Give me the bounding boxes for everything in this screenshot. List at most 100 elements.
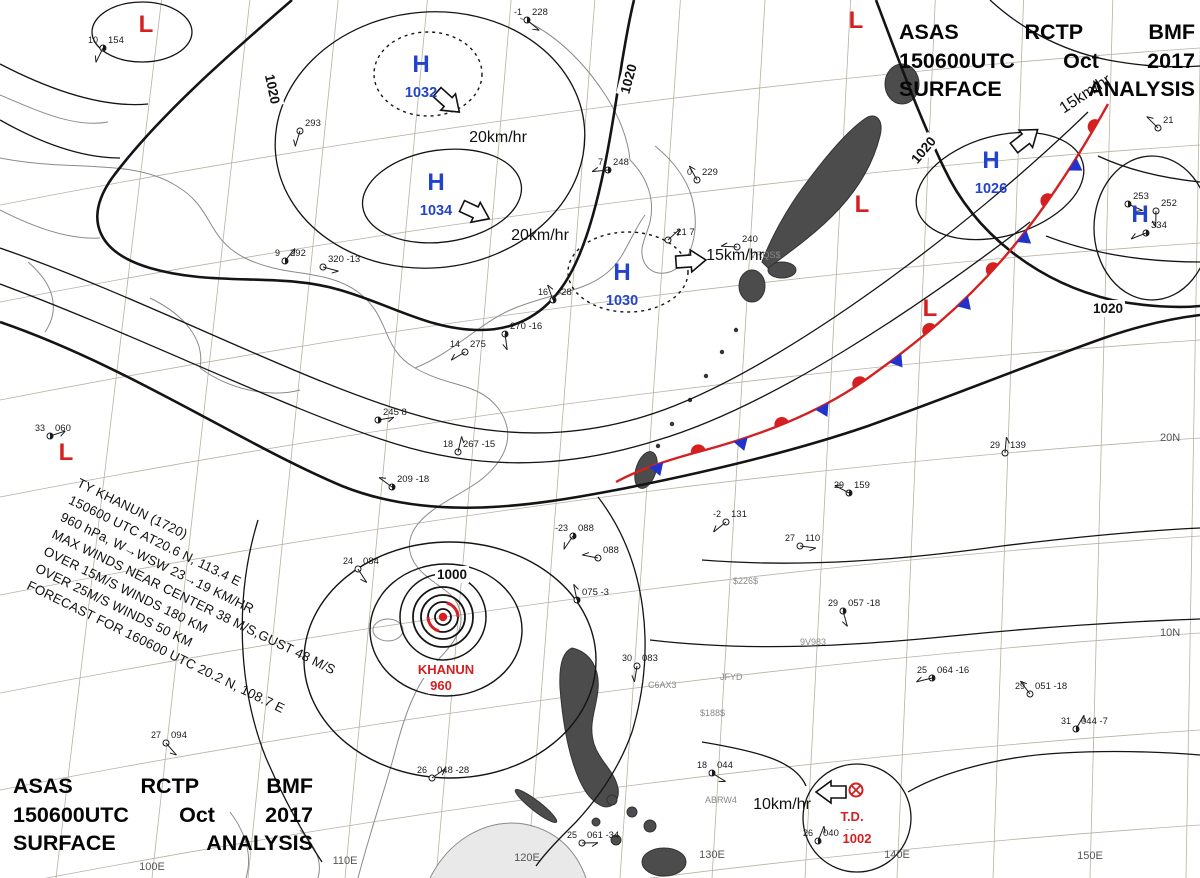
ship-id: 9V983 <box>800 637 826 647</box>
title-line-datetime: 150600UTC Oct 2017 <box>899 48 1195 73</box>
pressure-center-value: 1030 <box>606 293 638 309</box>
low-center: L <box>849 7 864 34</box>
station-plot: 21 <box>1146 115 1174 132</box>
station-plot: 25 061 -34 <box>567 830 619 847</box>
wind-barb-tick <box>677 228 681 236</box>
wind-barb <box>378 477 393 488</box>
station-pressure: 083 <box>642 653 658 664</box>
low-center: L <box>923 295 938 322</box>
station-plot: 16 -28 <box>538 284 572 304</box>
motion-arrow <box>431 86 461 113</box>
station-plot: 29 139 <box>990 436 1026 457</box>
station-pressure: 088 <box>578 523 594 534</box>
station-temp: 9 <box>275 248 280 258</box>
station-plot: 9 292 <box>275 248 306 265</box>
station-plot: 14 275 <box>450 339 486 361</box>
wind-barb <box>916 677 933 683</box>
station-pressure: 245 8 <box>383 407 407 418</box>
station-temp: 7 <box>598 157 603 167</box>
station-pressure: 292 <box>290 248 306 259</box>
station-temp: 33 <box>35 423 45 433</box>
svg-text:$188$: $188$ <box>700 708 725 718</box>
station-pressure: 048 -28 <box>437 765 469 776</box>
warm-front-symbol <box>852 376 866 388</box>
islands-philippines <box>514 647 687 877</box>
wind-barb-tick <box>379 477 387 479</box>
station-pressure: -28 <box>558 287 572 298</box>
wind-barb <box>457 436 463 453</box>
title-line-charttype: SURFACE ANALYSIS <box>899 77 1195 101</box>
warm-front-symbol <box>690 444 706 454</box>
station-cloud-fill <box>849 490 852 496</box>
title-line-agency: ASAS RCTP BMF <box>13 774 313 798</box>
station-pressure: 110 <box>805 533 820 544</box>
station-plot: -2 131 <box>713 509 747 533</box>
station-pressure: 060 <box>55 423 71 434</box>
wind-speed-label: 20km/hr <box>511 227 569 244</box>
ship-id: C6AX3 <box>648 680 677 690</box>
motion-arrows <box>431 86 1039 805</box>
station-pressure: 293 <box>305 118 321 129</box>
svg-text:1000: 1000 <box>437 567 467 582</box>
svg-text:L: L <box>849 7 864 34</box>
wind-barb-tick <box>1130 233 1136 240</box>
wind-barb <box>582 554 599 559</box>
wind-barb <box>592 169 609 173</box>
motion-arrow <box>814 779 847 805</box>
high-center: H <box>427 169 444 196</box>
station-cloud-fill <box>392 484 395 490</box>
station-plot: 25 064 -16 <box>916 665 969 683</box>
wind-barb <box>294 130 301 147</box>
island-hainan <box>372 618 404 642</box>
wind-barb-tick <box>532 28 540 31</box>
wind-barb <box>95 47 104 63</box>
wind-barb-tick <box>1146 116 1154 119</box>
high-center: H <box>412 51 429 78</box>
warm-front-symbol <box>922 323 936 336</box>
station-temp: 27 <box>151 730 161 740</box>
wind-barb-tick <box>573 584 579 590</box>
station-temp: -2 <box>713 509 721 519</box>
station-temp: 31 <box>1061 716 1071 726</box>
chart-title-bottom-left: ASAS RCTP BMF 150600UTC Oct 2017 SURFACE… <box>13 772 313 858</box>
svg-text:H: H <box>1131 201 1148 228</box>
svg-text:130E: 130E <box>699 849 725 861</box>
wind-barb-tick <box>1020 680 1028 685</box>
station-cloud-fill <box>553 297 556 303</box>
svg-text:20km/hr: 20km/hr <box>511 227 569 244</box>
station-plot: 29 057 -18 <box>828 598 880 627</box>
wind-barb-tick <box>293 248 296 256</box>
wind-barb <box>49 430 66 437</box>
cold-front-symbol <box>733 437 748 451</box>
ship-ids: VRQS$ $226$ C6AX3 JFYD $188$ 9V983 ABRW4 <box>648 250 826 805</box>
high-center: H <box>982 147 999 174</box>
typhoon-info-text: TY KHANUN (1720)150600 UTC AT20.6 N, 113… <box>25 475 338 716</box>
wind-barb <box>547 284 554 301</box>
isobars-bold <box>0 0 1200 509</box>
svg-text:1026: 1026 <box>975 181 1007 197</box>
station-temp: 29 <box>834 480 844 490</box>
parallel-line <box>0 144 1200 303</box>
station-pressure: 267 -15 <box>463 439 495 450</box>
wind-barb <box>688 165 698 181</box>
station-temp: 26 <box>417 765 427 775</box>
svg-text:9V983: 9V983 <box>800 637 826 647</box>
station-temp: 0 <box>687 167 692 177</box>
station-plot: 30 083 <box>622 653 658 682</box>
wind-barb-tick <box>502 344 508 351</box>
wind-barb <box>563 535 574 550</box>
station-temp: 24 <box>343 556 353 566</box>
wind-barb <box>634 665 638 682</box>
pressure-center-value: 1034 <box>420 203 452 219</box>
storm-label: 960 <box>428 677 454 694</box>
meridian-line <box>896 0 936 878</box>
station-pressure: -21 7 <box>673 227 695 238</box>
meridian-line <box>1185 41 1200 878</box>
tropical-depression-symbol <box>848 782 864 798</box>
station-pressure: 209 -18 <box>397 474 429 485</box>
longitude-label: 130E <box>699 849 725 861</box>
station-plot: 29 051 -18 <box>1015 680 1067 698</box>
wind-barb <box>799 545 816 549</box>
